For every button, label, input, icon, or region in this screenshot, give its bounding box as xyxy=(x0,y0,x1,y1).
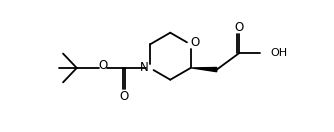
Text: OH: OH xyxy=(270,48,287,58)
Text: N: N xyxy=(140,61,149,74)
Text: O: O xyxy=(98,59,108,72)
Polygon shape xyxy=(192,67,217,72)
Text: O: O xyxy=(234,21,243,34)
Text: O: O xyxy=(119,89,128,103)
Text: O: O xyxy=(191,36,200,49)
